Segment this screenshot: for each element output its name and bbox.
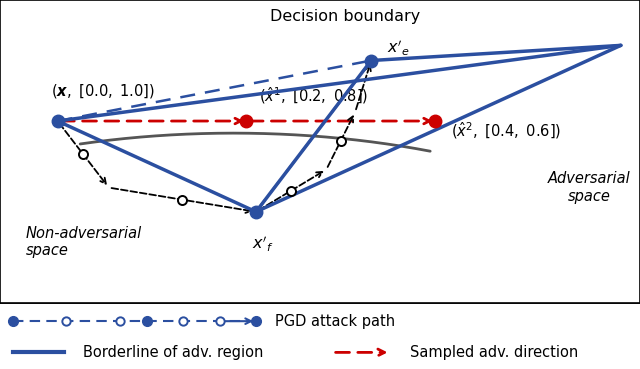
Text: $(\hat{x}^1,\ [0.2,\ 0.8])$: $(\hat{x}^1,\ [0.2,\ 0.8])$ — [259, 85, 369, 106]
Text: Decision boundary: Decision boundary — [271, 9, 420, 24]
Text: Non-adversarial
space: Non-adversarial space — [26, 226, 142, 258]
Text: Borderline of adv. region: Borderline of adv. region — [83, 345, 264, 360]
Text: PGD attack path: PGD attack path — [275, 314, 396, 329]
Text: Adversarial
space: Adversarial space — [547, 171, 630, 204]
Text: Sampled adv. direction: Sampled adv. direction — [410, 345, 578, 360]
Text: $x'_f$: $x'_f$ — [252, 233, 273, 253]
Text: $(\hat{x}^2,\ [0.4,\ 0.6])$: $(\hat{x}^2,\ [0.4,\ 0.6])$ — [451, 120, 561, 141]
Text: $(\boldsymbol{x},\ [0.0,\ 1.0])$: $(\boldsymbol{x},\ [0.0,\ 1.0])$ — [51, 82, 155, 100]
Text: $x'_e$: $x'_e$ — [387, 38, 410, 58]
